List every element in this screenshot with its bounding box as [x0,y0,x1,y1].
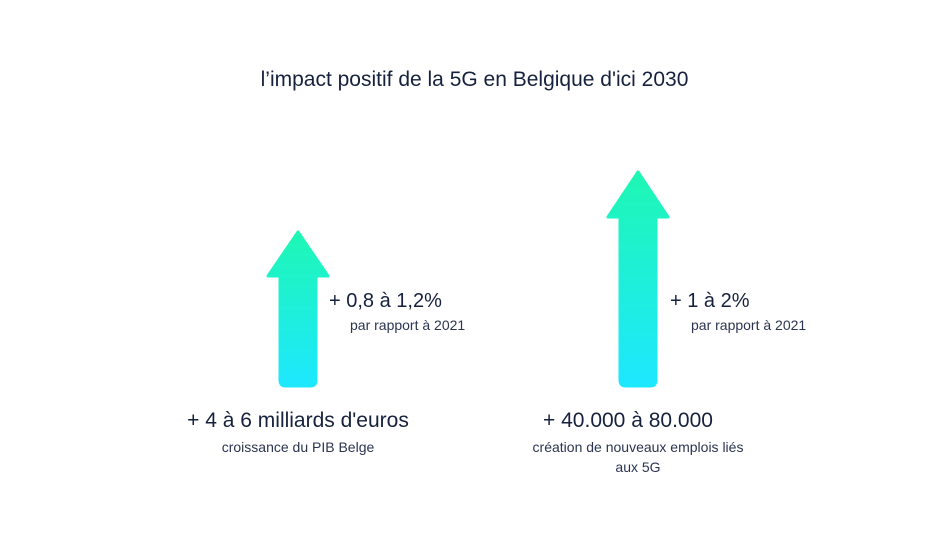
left-growth-note: par rapport à 2021 [350,317,466,333]
right-description-line-1: création de nouveaux emplois liés [532,439,744,455]
left-headline: + 4 à 6 milliards d'euros [187,409,409,432]
arrow-up-icon-right [606,170,670,388]
arrow-up-icon-left [266,230,330,388]
right-headline: + 40.000 à 80.000 [543,409,713,432]
right-growth-value: + 1 à 2% [670,290,750,312]
page-title: l’impact positif de la 5G en Belgique d'… [260,68,689,91]
right-growth-note: par rapport à 2021 [691,317,807,333]
right-description-line-2: aux 5G [615,459,661,475]
left-growth-value: + 0,8 à 1,2% [329,290,442,312]
left-description: croissance du PIB Belge [221,439,375,455]
